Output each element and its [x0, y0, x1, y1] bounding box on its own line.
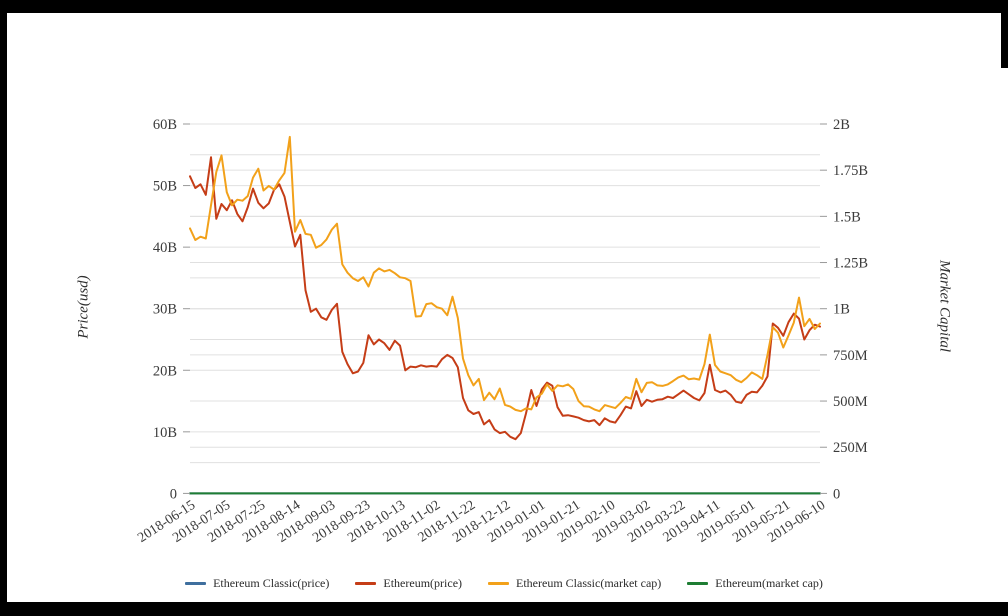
left-axis-tick-label: 60B: [153, 117, 177, 133]
right-axis-tick-label: 0: [833, 486, 840, 502]
legend-item-4[interactable]: Ethereum(market cap): [687, 576, 823, 591]
frame-border-right: [1001, 0, 1008, 68]
left-axis-tick-label: 30B: [153, 302, 177, 318]
left-axis-tick-label: 10B: [153, 425, 177, 441]
legend-swatch: [488, 582, 510, 585]
right-axis-tick-label: 250M: [833, 440, 868, 456]
right-axis-tick-label: 1.25B: [833, 256, 868, 272]
right-axis-tick-label: 2B: [833, 117, 850, 133]
right-axis-tick-label: 1B: [833, 302, 850, 318]
series-line[interactable]: [189, 156, 821, 441]
legend-label: Ethereum Classic(market cap): [516, 576, 662, 590]
legend-swatch: [687, 582, 709, 585]
left-axis-tick-label: 0: [170, 486, 177, 502]
series-line[interactable]: [189, 135, 821, 413]
right-axis-title: Market Capital: [936, 259, 953, 353]
legend-swatch: [185, 582, 207, 585]
legend: Ethereum Classic(price) Ethereum(price) Et…: [0, 576, 1008, 591]
right-axis-tick-label: 750M: [833, 348, 868, 364]
left-axis-tick-label: 20B: [153, 363, 177, 379]
right-axis-tick-label: 1.75B: [833, 163, 868, 179]
legend-item-3[interactable]: Ethereum Classic(market cap): [488, 576, 661, 591]
frame-border-left: [0, 0, 7, 616]
left-axis-tick-label: 40B: [153, 240, 177, 256]
legend-item-1[interactable]: Ethereum Classic(price): [185, 576, 329, 591]
legend-label: Ethereum(market cap): [715, 576, 823, 590]
legend-label: Ethereum(price): [383, 576, 463, 590]
legend-swatch: [355, 582, 377, 585]
right-axis-tick-label: 500M: [833, 394, 868, 410]
frame-border-top: [0, 0, 1008, 13]
legend-label: Ethereum Classic(price): [213, 576, 330, 590]
right-axis-tick-label: 1.5B: [833, 209, 861, 225]
left-axis-title: Price(usd): [75, 275, 92, 339]
frame-border-bottom: [0, 602, 1008, 616]
left-axis-tick-label: 50B: [153, 179, 177, 195]
legend-item-2[interactable]: Ethereum(price): [355, 576, 462, 591]
